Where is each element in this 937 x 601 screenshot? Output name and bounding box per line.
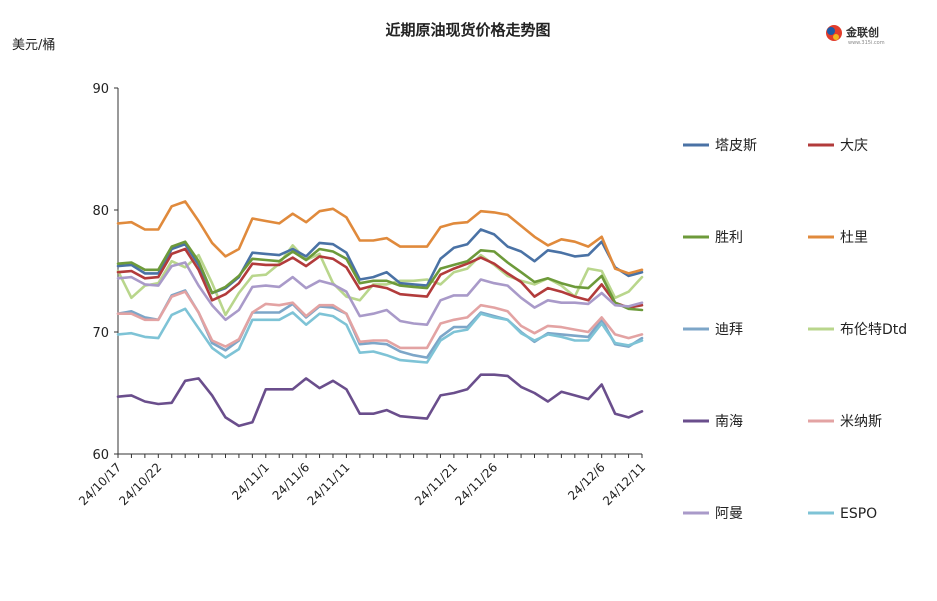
legend-label: 米纳斯 (840, 414, 882, 430)
y-tick-label: 70 (92, 326, 109, 341)
chart-title: 近期原油现货价格走势图 (385, 21, 550, 39)
y-axis-unit-label: 美元/桶 (12, 38, 55, 53)
legend-label: 胜利 (715, 230, 743, 246)
legend-label: 杜里 (840, 230, 868, 246)
legend-label: 南海 (715, 414, 743, 430)
brand-logo: 金联创 www.315i.com (826, 25, 885, 46)
x-tick-label: 24/10/17 (76, 460, 124, 508)
legend-item: 南海 (683, 414, 743, 430)
series-line-6 (116, 373, 644, 428)
series-line-1 (116, 247, 644, 309)
legend-label: 塔皮斯 (715, 138, 757, 154)
x-tick-label: 24/11/1 (229, 460, 272, 503)
legend-label: 阿曼 (715, 506, 743, 522)
x-tick-label: 24/12/11 (600, 460, 648, 508)
logo-text: 金联创 (845, 25, 879, 39)
legend-label: 大庆 (840, 138, 868, 154)
y-tick-label: 60 (92, 448, 109, 463)
series-line-3 (116, 200, 644, 275)
legend-label: 迪拜 (715, 322, 743, 338)
legend-item: 阿曼 (683, 506, 743, 522)
series-lines (116, 200, 644, 428)
legend-item: 胜利 (683, 230, 743, 246)
series-line-9 (116, 307, 644, 364)
y-tick-label: 80 (92, 204, 109, 219)
legend-item: 杜里 (808, 230, 868, 246)
x-tick-label: 24/11/21 (412, 460, 460, 508)
legend-label: 布伦特Dtd (840, 322, 907, 338)
x-tick-label: 24/11/11 (305, 460, 353, 508)
legend-item: 米纳斯 (808, 414, 882, 430)
series-line-8 (116, 261, 644, 327)
legend-item: 大庆 (808, 138, 868, 154)
logo-subtext: www.315i.com (848, 40, 885, 46)
legend-item: 塔皮斯 (683, 138, 757, 154)
legend-item: 迪拜 (683, 322, 743, 338)
x-tick-label: 24/10/22 (116, 460, 164, 508)
x-tick-label: 24/11/26 (452, 460, 500, 508)
series-line-7 (116, 290, 644, 350)
series-line-2 (116, 240, 644, 312)
legend-item: ESPO (808, 506, 877, 522)
legend-item: 布伦特Dtd (808, 322, 907, 338)
legend-label: ESPO (840, 506, 877, 522)
y-tick-label: 90 (92, 82, 109, 97)
